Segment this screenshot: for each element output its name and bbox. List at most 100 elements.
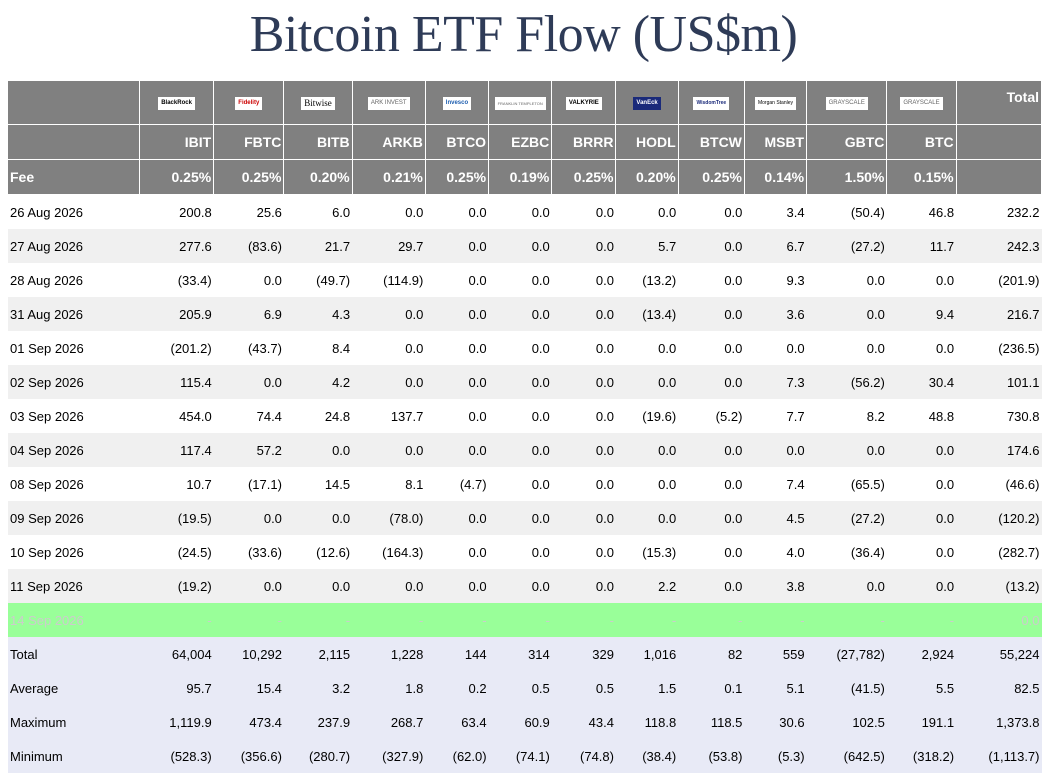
flow-cell: 0.0 (552, 535, 616, 569)
fee-value: 0.21% (352, 160, 425, 195)
flow-cell: 7.4 (744, 467, 806, 501)
flow-cell: 0.0 (214, 365, 284, 399)
flow-cell: 0.0 (552, 501, 616, 535)
corner-cell (8, 81, 139, 125)
daily-flow-row-label: 31 Aug 2026 (8, 297, 139, 331)
daily-flow-row-label: 08 Sep 2026 (8, 467, 139, 501)
flow-cell: 0.0 (678, 535, 744, 569)
flow-cell: 30.4 (887, 365, 956, 399)
flow-cell: (12.6) (284, 535, 352, 569)
daily-flow-row-label: 27 Aug 2026 (8, 229, 139, 263)
ticker-corner-cell (8, 125, 139, 160)
invesco-logo: Invesco (443, 97, 471, 110)
row-total-cell: 82.5 (956, 671, 1041, 705)
flow-cell: 0.0 (552, 263, 616, 297)
flow-cell: (19.6) (616, 399, 678, 433)
flow-cell: - (139, 603, 213, 637)
flow-cell: 2,924 (887, 637, 956, 671)
daily-flow-row-label: 01 Sep 2026 (8, 331, 139, 365)
flow-cell: 10,292 (214, 637, 284, 671)
row-total-cell: 232.2 (956, 195, 1041, 230)
flow-cell: 314 (489, 637, 552, 671)
flow-cell: 0.0 (489, 399, 552, 433)
flow-cell: 0.0 (489, 331, 552, 365)
flow-cell: 0.5 (489, 671, 552, 705)
flow-cell: 0.0 (616, 331, 678, 365)
flow-cell: 0.2 (425, 671, 488, 705)
flow-cell: 0.0 (284, 433, 352, 467)
flow-cell: 0.0 (552, 297, 616, 331)
flow-cell: 0.0 (425, 501, 488, 535)
flow-cell: 6.0 (284, 195, 352, 230)
flow-cell: 237.9 (284, 705, 352, 739)
flow-cell: 0.0 (425, 331, 488, 365)
flow-cell: 0.0 (489, 195, 552, 230)
flow-cell: 0.0 (616, 195, 678, 230)
flow-cell: 9.3 (744, 263, 806, 297)
flow-cell: 0.0 (807, 569, 887, 603)
flow-cell: 0.0 (678, 297, 744, 331)
flow-cell: 24.8 (284, 399, 352, 433)
flow-cell: 118.8 (616, 705, 678, 739)
flow-cell: 6.9 (214, 297, 284, 331)
flow-cell: 102.5 (807, 705, 887, 739)
flow-cell: 0.0 (616, 467, 678, 501)
flow-cell: 0.0 (616, 501, 678, 535)
daily-flow-row-label: 09 Sep 2026 (8, 501, 139, 535)
flow-cell: 0.0 (352, 365, 425, 399)
flow-cell: 0.0 (887, 569, 956, 603)
flow-cell: 0.0 (887, 331, 956, 365)
flow-cell: 7.7 (744, 399, 806, 433)
flow-cell: 200.8 (139, 195, 213, 230)
flow-cell: 0.0 (352, 297, 425, 331)
valkyrie-logo: VALKYRIE (566, 97, 602, 110)
ticker-header: IBIT (139, 125, 213, 160)
flow-cell: 82 (678, 637, 744, 671)
flow-cell: 43.4 (552, 705, 616, 739)
flow-cell: 0.0 (744, 331, 806, 365)
row-total-cell: 730.8 (956, 399, 1041, 433)
flow-cell: (56.2) (807, 365, 887, 399)
flow-cell: 0.0 (616, 365, 678, 399)
flow-cell: 0.0 (425, 433, 488, 467)
flow-cell: - (214, 603, 284, 637)
pending-flow-row: 14 Sep 2026------------0.0 (8, 603, 1042, 637)
flow-cell: 0.0 (489, 501, 552, 535)
flow-cell: 1,228 (352, 637, 425, 671)
wisdomtree-logo: WisdomTree (693, 97, 729, 110)
flow-cell: - (284, 603, 352, 637)
flow-cell: 0.0 (489, 263, 552, 297)
flow-cell: 137.7 (352, 399, 425, 433)
flow-cell: 0.0 (552, 467, 616, 501)
flow-cell: 0.0 (425, 365, 488, 399)
summary-row-label: Maximum (8, 705, 139, 739)
row-total-cell: 242.3 (956, 229, 1041, 263)
flow-cell: 4.5 (744, 501, 806, 535)
summary-row-label: Average (8, 671, 139, 705)
daily-flow-row-label: 04 Sep 2026 (8, 433, 139, 467)
row-total-cell: 1,373.8 (956, 705, 1041, 739)
flow-cell: 0.0 (352, 433, 425, 467)
flow-cell: - (678, 603, 744, 637)
flow-cell: 0.0 (425, 195, 488, 230)
fee-total-cell (956, 160, 1041, 195)
flow-cell: 0.0 (678, 467, 744, 501)
flow-cell: - (616, 603, 678, 637)
flow-cell: 5.1 (744, 671, 806, 705)
flow-cell: 95.7 (139, 671, 213, 705)
flow-cell: (27.2) (807, 229, 887, 263)
flow-cell: 191.1 (887, 705, 956, 739)
flow-cell: (13.4) (616, 297, 678, 331)
flow-cell: 8.2 (807, 399, 887, 433)
flow-cell: 0.0 (425, 297, 488, 331)
ark-invest-logo: ARK INVEST (368, 97, 410, 110)
flow-cell: 25.6 (214, 195, 284, 230)
flow-cell: 0.0 (352, 569, 425, 603)
flow-cell: (19.5) (139, 501, 213, 535)
morgan-stanley-logo: Morgan Stanley (755, 97, 796, 110)
